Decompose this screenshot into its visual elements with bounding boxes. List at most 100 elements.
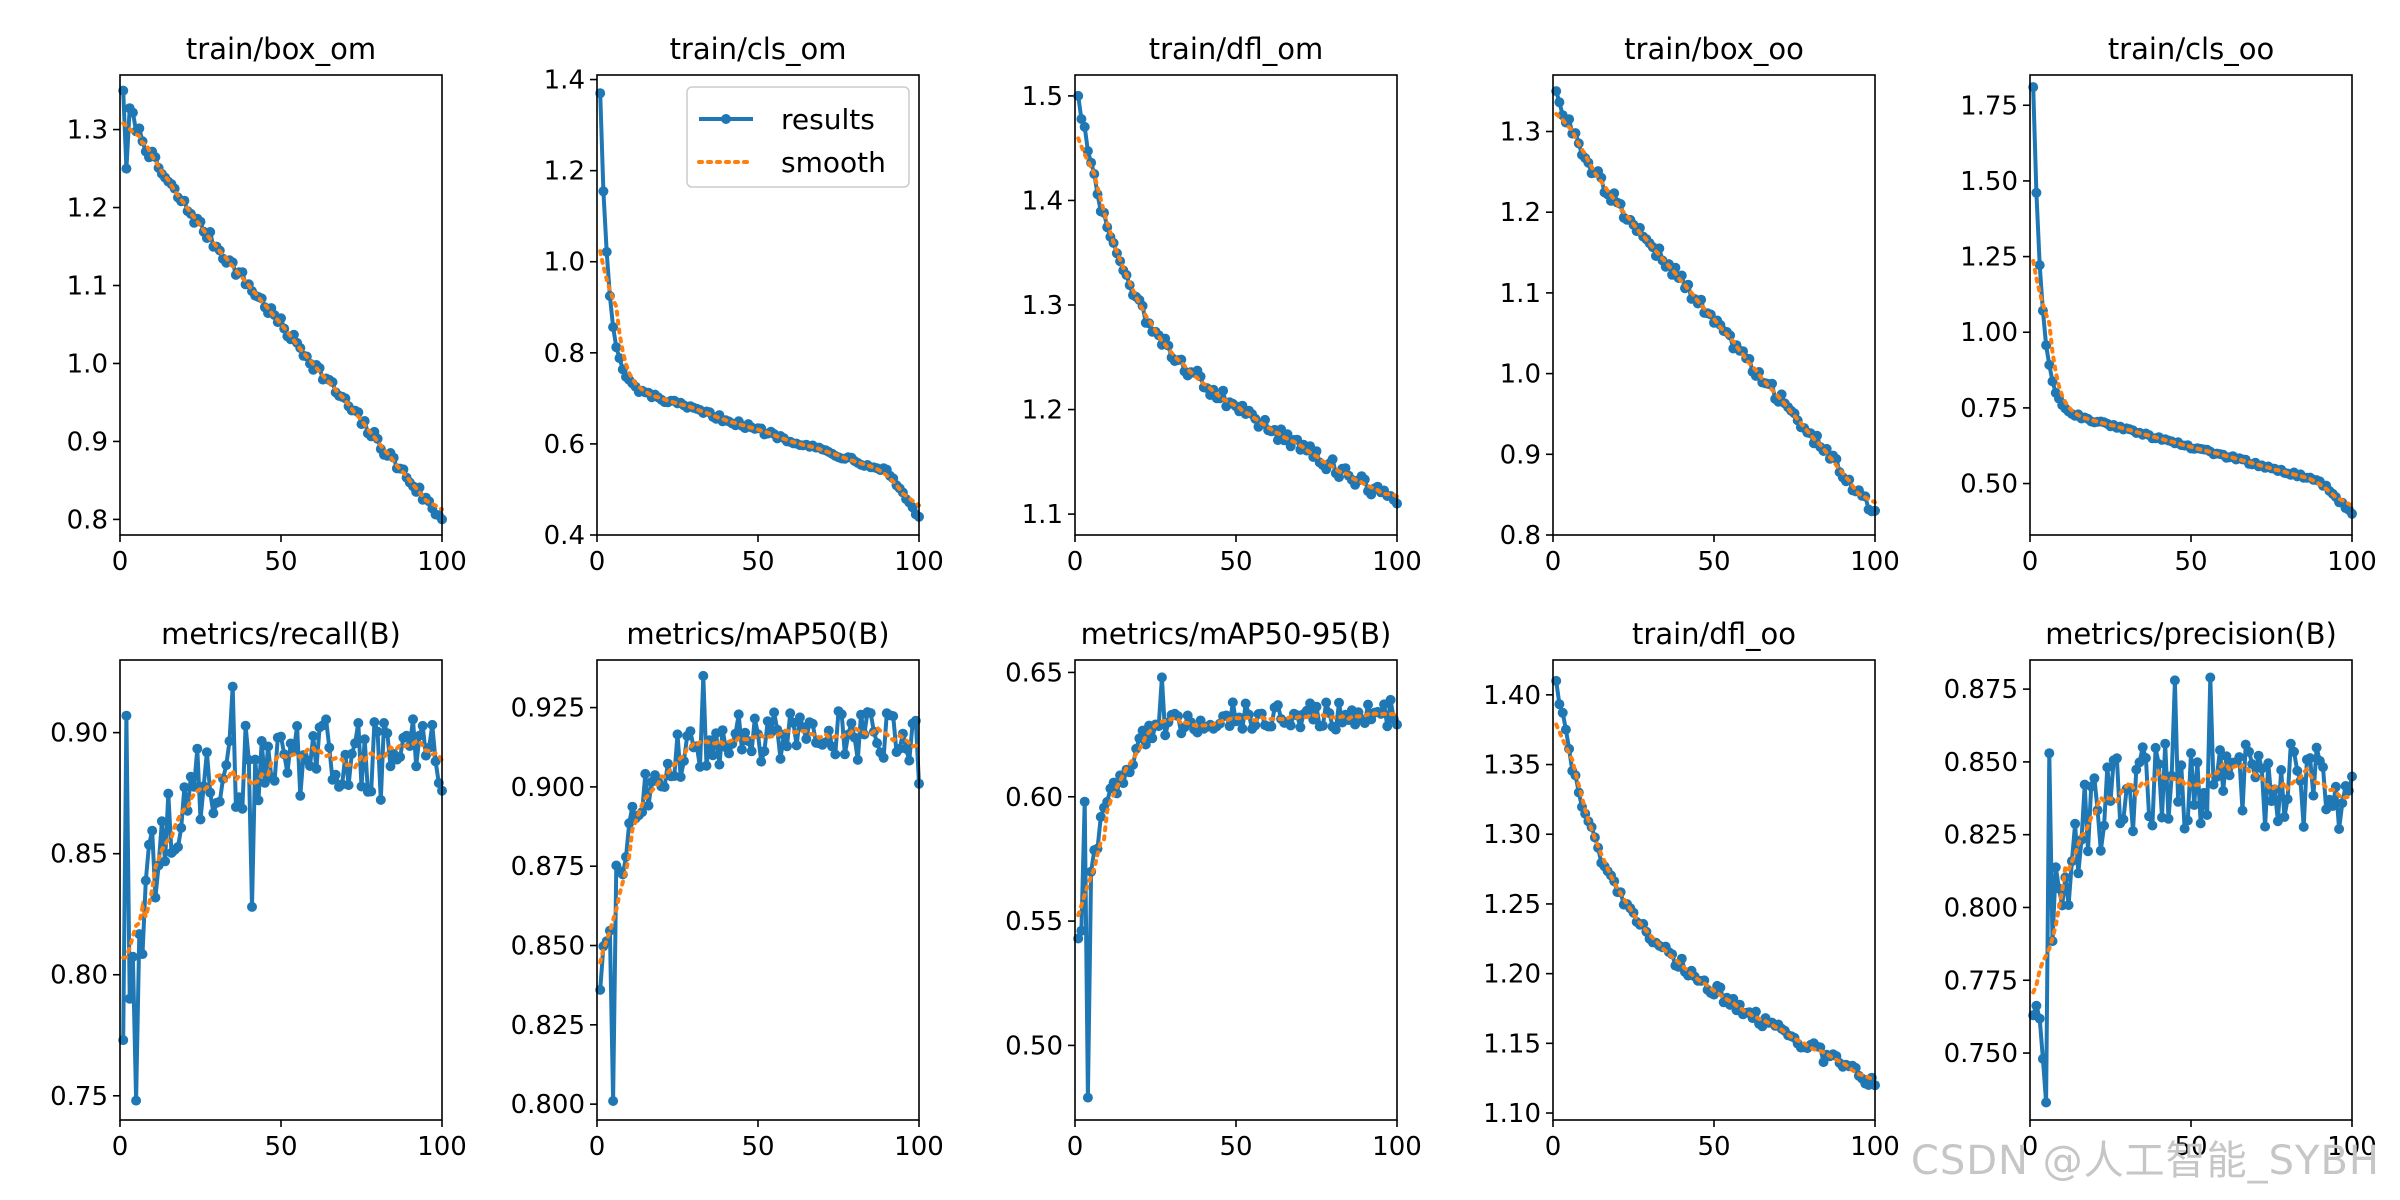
panel-title: metrics/mAP50(B) <box>626 617 889 651</box>
results-point <box>2118 814 2129 825</box>
y-tick-label: 0.875 <box>511 852 585 882</box>
results-point <box>749 713 760 724</box>
results-point <box>2234 752 2245 763</box>
x-tick-label: 0 <box>1545 547 1562 577</box>
results-point <box>698 670 709 681</box>
y-tick-label: 1.1 <box>1500 279 1541 309</box>
results-point <box>1321 697 1332 708</box>
results-point <box>685 726 696 737</box>
results-point <box>2202 810 2213 820</box>
results-point <box>408 714 418 725</box>
plot-frame <box>1552 659 1876 1121</box>
x-tick-label: 0 <box>589 1132 606 1162</box>
y-tick-label: 0.60 <box>1005 783 1063 813</box>
y-tick-label: 0.9 <box>1500 440 1541 470</box>
results-point <box>2244 746 2254 757</box>
plot-frame <box>119 659 443 1121</box>
x-tick-label: 0 <box>589 547 606 577</box>
results-point <box>282 767 293 778</box>
results-point <box>1311 446 1322 457</box>
y-tick-label: 1.2 <box>1500 198 1541 228</box>
results-point <box>321 714 332 725</box>
results-point <box>2047 376 2058 387</box>
results-point <box>2140 753 2151 763</box>
panel-train-box-om: train/box_om 0 50 100 0.8 0.9 1.0 1.1 1.2 1.3 <box>67 32 467 577</box>
results-point <box>247 901 257 912</box>
results-point <box>269 775 280 786</box>
smooth-line <box>2031 761 2354 995</box>
results-point <box>2221 751 2232 762</box>
results-point <box>160 856 171 867</box>
results-point <box>2237 805 2248 816</box>
results-point <box>134 929 145 940</box>
y-tick-label: 0.850 <box>511 932 585 962</box>
x-tick-label: 0 <box>1067 547 1084 577</box>
results-line <box>598 673 921 1103</box>
y-tick-label: 0.875 <box>1944 675 2018 705</box>
results-point <box>1156 672 1167 683</box>
results-point <box>295 790 306 801</box>
results-point <box>1285 720 1296 731</box>
panel-metrics-map50-b-: metrics/mAP50(B) 0 50 100 0.800 0.825 0.850 0.8… <box>511 617 944 1162</box>
results-point <box>2034 1013 2045 1024</box>
results-point <box>2086 781 2097 792</box>
results-point <box>205 787 216 798</box>
results-point <box>2215 745 2225 756</box>
y-tick-label: 0.4 <box>544 521 585 551</box>
results-point <box>2031 187 2042 198</box>
results-point <box>1560 724 1571 735</box>
results-point <box>2169 675 2180 686</box>
panel-train-cls-oo: train/cls_oo 0 50 100 0.50 0.75 1.00 1.25 1.50 1.… <box>1960 32 2377 577</box>
y-tick-label: 1.0 <box>1500 360 1541 390</box>
results-point <box>901 743 912 754</box>
x-tick-label: 50 <box>1697 1132 1730 1162</box>
watermark: CSDN @人工智能_SYBH <box>1910 1138 2380 1184</box>
panel-metrics-map50-95-b-: metrics/mAP50-95(B) 0 50 100 0.50 0.55 0.60 0.6… <box>1005 617 1422 1162</box>
results-point <box>611 342 622 353</box>
results-point <box>2279 812 2290 822</box>
results-point <box>746 746 757 757</box>
results-point <box>1240 698 1251 709</box>
results-point <box>259 777 270 788</box>
results-point <box>127 951 138 962</box>
results-point <box>865 708 876 719</box>
y-tick-label: 0.75 <box>50 1082 108 1112</box>
results-point <box>1256 708 1267 719</box>
results-point <box>2037 1053 2048 1064</box>
legend: results smooth <box>686 86 910 188</box>
results-point <box>292 721 303 731</box>
results-point <box>662 758 673 769</box>
results-point <box>1218 385 1229 396</box>
results-point <box>124 993 135 1004</box>
results-point <box>253 795 264 806</box>
results-point <box>288 745 299 756</box>
results-point <box>2083 846 2093 857</box>
results-point <box>234 792 245 803</box>
results-point <box>385 761 396 772</box>
x-tick-label: 100 <box>417 1132 467 1162</box>
results-point <box>1385 694 1396 705</box>
results-point <box>2111 753 2122 764</box>
results-point <box>2189 800 2200 810</box>
results-point <box>1363 699 1373 710</box>
results-point <box>343 780 354 791</box>
results-point <box>2282 794 2293 805</box>
results-point <box>208 808 219 819</box>
results-point <box>346 748 357 759</box>
panel-title: metrics/mAP50-95(B) <box>1081 617 1392 651</box>
x-tick-label: 100 <box>2327 1132 2377 1162</box>
results-point <box>1131 743 1142 754</box>
results-point <box>121 710 132 721</box>
results-point <box>2247 759 2258 770</box>
results-point <box>2263 758 2274 769</box>
results-point <box>1147 733 1158 744</box>
results-point <box>598 186 609 197</box>
results-point <box>707 750 718 761</box>
panel-title: train/dfl_om <box>1149 32 1323 66</box>
results-point <box>2044 748 2055 759</box>
results-point <box>1340 463 1351 474</box>
x-tick-label: 100 <box>1850 547 1900 577</box>
y-tick-label: 1.40 <box>1483 681 1541 711</box>
results-point <box>608 1096 619 1106</box>
